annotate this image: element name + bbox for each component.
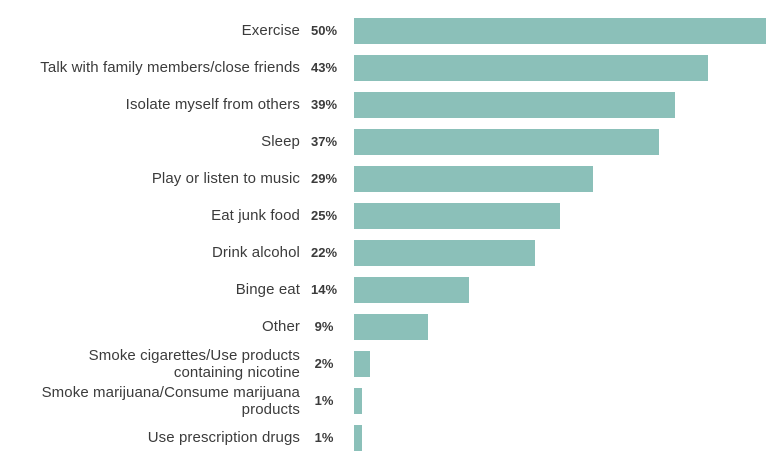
chart-row: Play or listen to music 29% (0, 160, 766, 197)
bar (354, 54, 709, 81)
category-label: Eat junk food (211, 207, 300, 224)
value-label: 29% (310, 171, 338, 186)
category-label: Exercise (241, 22, 300, 39)
bar (354, 387, 363, 414)
chart-row: Other 9% (0, 308, 766, 345)
category-label: Drink alcohol (211, 244, 300, 261)
category-label: Use prescription drugs (147, 429, 300, 446)
chart-row: Isolate myself from others 39% (0, 86, 766, 123)
value-label: 25% (310, 208, 338, 223)
value-label: 9% (314, 319, 334, 334)
value-label: 22% (310, 245, 338, 260)
value-label: 50% (310, 23, 338, 38)
value-label: 14% (310, 282, 338, 297)
bar-track (354, 91, 766, 118)
bar-track (354, 128, 766, 155)
chart-row: Smoke cigarettes/Use products containing… (0, 345, 766, 382)
bar-track (354, 424, 766, 451)
category-label: Sleep (261, 133, 300, 150)
chart-row: Exercise 50% (0, 12, 766, 49)
category-label: Talk with family members/close friends (40, 59, 300, 76)
value-label: 2% (314, 356, 334, 371)
bar (354, 313, 429, 340)
bar (354, 202, 560, 229)
chart-row: Drink alcohol 22% (0, 234, 766, 271)
bar-track (354, 202, 766, 229)
chart-row: Smoke marijuana/Consume marijuana produc… (0, 382, 766, 419)
value-label: 1% (314, 430, 334, 445)
chart-row: Binge eat 14% (0, 271, 766, 308)
bar-track (354, 54, 766, 81)
category-label: Smoke cigarettes/Use products containing… (88, 346, 300, 381)
chart-row: Talk with family members/close friends 43… (0, 49, 766, 86)
bar (354, 91, 676, 118)
category-label: Other (261, 318, 300, 335)
bar-track (354, 17, 766, 44)
bar (354, 350, 371, 377)
bar-track (354, 350, 766, 377)
bar-track (354, 239, 766, 266)
category-label: Binge eat (235, 281, 300, 298)
value-label: 43% (310, 60, 338, 75)
bar-track (354, 165, 766, 192)
bar-track (354, 276, 766, 303)
bar-track (354, 313, 766, 340)
category-label: Play or listen to music (151, 170, 300, 187)
category-label: Smoke marijuana/Consume marijuana produc… (41, 383, 300, 418)
bar (354, 239, 536, 266)
chart-row: Eat junk food 25% (0, 197, 766, 234)
value-label: 37% (310, 134, 338, 149)
bar-track (354, 387, 766, 414)
value-label: 1% (314, 393, 334, 408)
bar (354, 276, 470, 303)
bar (354, 128, 659, 155)
chart-row: Use prescription drugs 1% (0, 419, 766, 456)
category-label: Isolate myself from others (125, 96, 300, 113)
value-label: 39% (310, 97, 338, 112)
bar (354, 165, 593, 192)
chart-row: Sleep 37% (0, 123, 766, 160)
bar (354, 424, 363, 451)
bar (354, 17, 766, 44)
